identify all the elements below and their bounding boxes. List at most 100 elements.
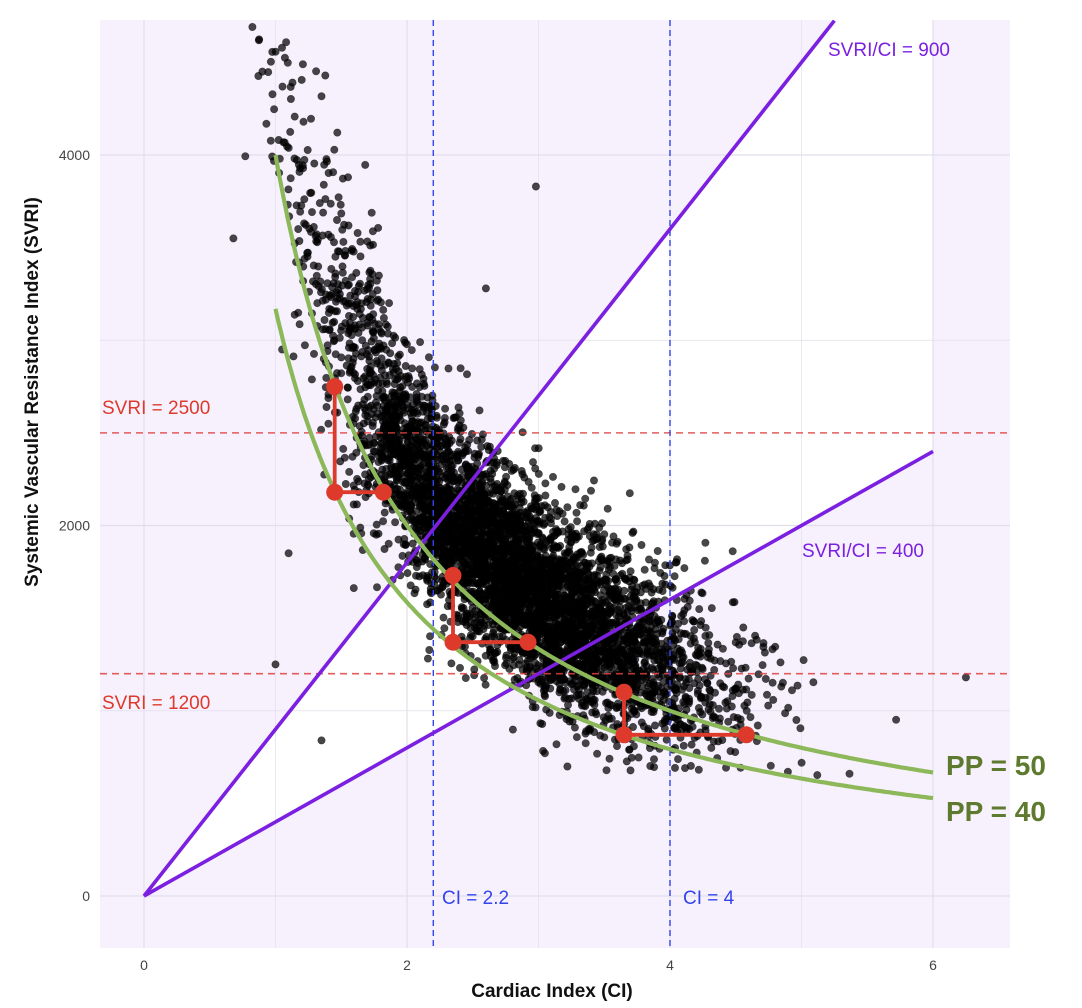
scatter-point (633, 649, 642, 658)
scatter-point (640, 565, 649, 574)
scatter-point (432, 450, 441, 459)
scatter-point (289, 352, 298, 361)
scatter-point (339, 237, 348, 246)
scatter-point (622, 545, 631, 554)
scatter-point (391, 518, 400, 527)
scatter-point (500, 477, 509, 486)
scatter-point (475, 587, 484, 596)
scatter-point (674, 619, 683, 628)
scatter-point (344, 280, 353, 289)
scatter-point (398, 406, 407, 415)
scatter-point (680, 682, 689, 691)
scatter-point (528, 517, 537, 526)
scatter-point (589, 476, 598, 485)
scatter-point (326, 199, 335, 208)
scatter-point (622, 575, 631, 584)
scatter-point (701, 631, 710, 640)
scatter-point (604, 605, 613, 614)
scatter-point (478, 478, 487, 487)
scatter-point (561, 686, 570, 695)
scatter-point (608, 592, 617, 601)
scatter-point (496, 509, 505, 518)
scatter-point (477, 435, 486, 444)
scatter-point (438, 460, 447, 469)
scatter-point (510, 463, 519, 472)
scatter-point (638, 581, 647, 590)
scatter-point (668, 583, 677, 592)
scatter-point (527, 587, 536, 596)
scatter-point (471, 606, 480, 615)
scatter-point (670, 670, 679, 679)
scatter-point (420, 452, 429, 461)
scatter-point (330, 145, 339, 154)
scatter-point (358, 313, 367, 322)
scatter-point (336, 457, 345, 466)
scatter-point (524, 535, 533, 544)
scatter-point (588, 626, 597, 635)
scatter-point (618, 559, 627, 568)
scatter-point (650, 656, 659, 665)
scatter-point (768, 645, 777, 654)
scatter-point (377, 413, 386, 422)
scatter-point (409, 405, 418, 414)
scatter-point (473, 627, 482, 636)
scatter-point (248, 22, 257, 31)
scatter-point (572, 561, 581, 570)
scatter-point (758, 661, 767, 670)
scatter-point (796, 724, 805, 733)
scatter-point (445, 536, 454, 545)
scatter-point (336, 200, 345, 209)
scatter-point (331, 272, 340, 281)
scatter-point (612, 742, 621, 751)
scatter-point (314, 282, 323, 291)
scatter-point (367, 410, 376, 419)
scatter-point (622, 655, 631, 664)
scatter-point (637, 718, 646, 727)
scatter-point (558, 509, 567, 518)
scatter-point (310, 159, 319, 168)
scatter-point (689, 617, 698, 626)
scatter-point (366, 295, 375, 304)
scatter-point (416, 419, 425, 428)
scatter-point (656, 568, 665, 577)
scatter-point (592, 687, 601, 696)
scatter-point (412, 396, 421, 405)
scatter-point (312, 67, 321, 76)
scatter-point (406, 581, 415, 590)
scatter-point (572, 733, 581, 742)
scatter-point (685, 658, 694, 667)
scatter-point (581, 739, 590, 748)
scatter-point (381, 472, 390, 481)
scatter-point (318, 231, 327, 240)
scatter-point (381, 393, 390, 402)
scatter-point (295, 320, 304, 329)
scatter-point (393, 411, 402, 420)
scatter-point (627, 585, 636, 594)
scatter-point (634, 753, 643, 762)
scatter-point (554, 564, 563, 573)
scatter-point (308, 277, 317, 286)
scatter-point (540, 692, 549, 701)
scatter-point (442, 483, 451, 492)
scatter-point (332, 216, 341, 225)
scatter-point (337, 209, 346, 218)
scatter-point (278, 82, 287, 91)
scatter-point (762, 690, 771, 699)
scatter-point (703, 678, 712, 687)
scatter-point (456, 364, 465, 373)
scatter-point (657, 639, 666, 648)
scatter-point (627, 704, 636, 713)
scatter-point (303, 146, 312, 155)
scatter-point (241, 152, 250, 161)
scatter-point (390, 388, 399, 397)
scatter-point (793, 681, 802, 690)
scatter-point (319, 208, 328, 217)
scatter-point (534, 529, 543, 538)
scatter-point (718, 644, 727, 653)
scatter-point (380, 508, 389, 517)
scatter-point (424, 353, 433, 362)
scatter-point (403, 569, 412, 578)
scatter-point (369, 529, 378, 538)
scatter-point (679, 741, 688, 750)
scatter-point (321, 71, 330, 80)
